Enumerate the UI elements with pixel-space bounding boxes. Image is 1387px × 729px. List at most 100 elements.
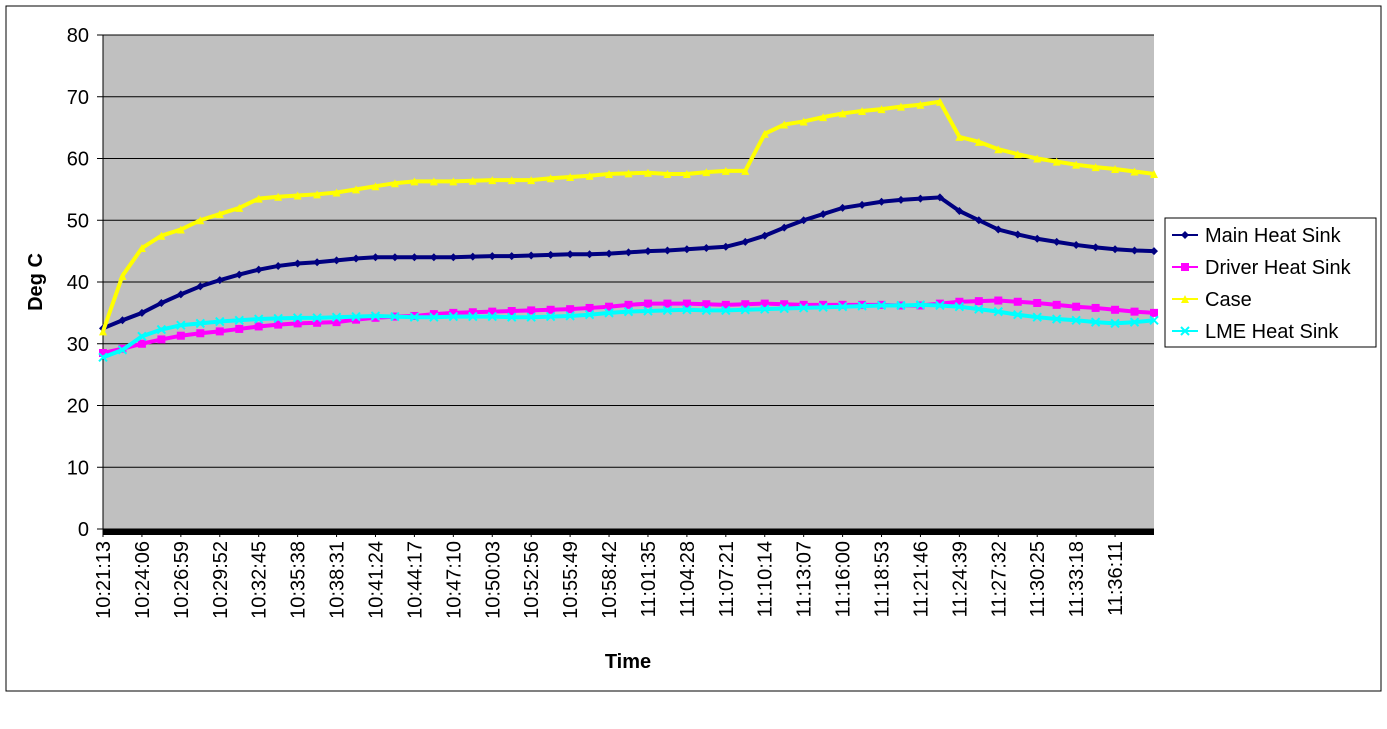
legend-box [1164, 217, 1377, 348]
marker [1149, 315, 1159, 325]
x-tick-label: 11:04:28 [677, 541, 699, 617]
marker [157, 335, 166, 344]
marker [1111, 164, 1120, 173]
marker [235, 324, 244, 333]
marker [546, 250, 555, 259]
marker [215, 316, 225, 327]
marker [507, 252, 516, 261]
marker [935, 97, 944, 106]
marker [877, 105, 886, 114]
marker [313, 190, 322, 199]
marker [566, 305, 575, 314]
y-tick-label: 40 [67, 272, 89, 294]
marker [994, 296, 1003, 305]
marker [332, 318, 341, 327]
y-tick-label: 0 [78, 519, 89, 541]
y-tick-label: 80 [67, 25, 89, 47]
x-tick-label: 10:35:38 [288, 541, 310, 619]
marker [682, 299, 691, 308]
marker [488, 307, 497, 316]
marker [994, 145, 1003, 154]
marker [819, 300, 828, 309]
marker [1072, 240, 1081, 249]
marker [585, 303, 594, 312]
marker [916, 100, 925, 109]
marker [701, 305, 712, 316]
marker [585, 171, 594, 180]
marker [663, 299, 672, 308]
marker [293, 191, 302, 200]
marker [215, 276, 224, 285]
marker [682, 245, 691, 254]
marker [819, 113, 828, 122]
marker [1111, 245, 1120, 254]
marker [1071, 315, 1081, 325]
marker [876, 300, 887, 311]
marker [274, 320, 283, 329]
marker [721, 300, 730, 309]
marker [1013, 230, 1022, 239]
marker [1032, 312, 1042, 322]
marker [955, 132, 964, 141]
marker [721, 242, 730, 251]
x-tick-label: 10:24:06 [132, 541, 154, 619]
marker [721, 305, 731, 316]
marker [468, 176, 477, 185]
x-tick-label: 10:26:59 [171, 541, 193, 619]
marker [313, 318, 322, 327]
marker [254, 194, 263, 203]
marker [215, 210, 224, 219]
marker [877, 197, 886, 206]
marker [584, 310, 595, 320]
marker [780, 300, 789, 309]
legend-label: LME Heat Sink [1205, 321, 1339, 343]
marker [1051, 314, 1062, 324]
marker [546, 174, 555, 183]
marker [682, 169, 691, 178]
marker [253, 314, 264, 324]
legend-marker [1181, 295, 1189, 303]
marker [429, 310, 438, 319]
x-tick-label: 10:47:10 [443, 541, 465, 619]
x-tick-label: 11:30:25 [1027, 541, 1049, 617]
marker [799, 216, 808, 225]
marker [488, 252, 497, 261]
marker [118, 271, 127, 280]
marker [663, 246, 672, 255]
marker [1090, 317, 1101, 327]
marker [195, 318, 206, 329]
marker [955, 297, 964, 306]
legend-label: Driver Heat Sink [1205, 257, 1352, 279]
marker [819, 210, 828, 219]
marker [370, 311, 381, 321]
x-tick-label: 11:13:07 [794, 541, 816, 617]
marker [527, 176, 536, 185]
legend-label: Case [1205, 289, 1252, 311]
x-tick-label: 10:41:24 [365, 541, 387, 619]
marker [954, 301, 965, 312]
marker [605, 169, 614, 178]
marker [196, 216, 205, 225]
marker [643, 168, 652, 177]
marker [643, 306, 653, 316]
marker [137, 331, 147, 342]
marker [293, 259, 302, 268]
x-tick-label: 10:52:56 [521, 541, 543, 619]
marker [799, 300, 808, 309]
marker [488, 176, 497, 185]
marker [624, 169, 633, 178]
marker [760, 231, 769, 240]
marker [566, 173, 575, 182]
marker [896, 300, 906, 311]
marker [1150, 247, 1158, 256]
marker [526, 312, 536, 322]
marker [1130, 307, 1139, 316]
marker [858, 200, 867, 209]
marker [98, 352, 108, 363]
marker [351, 311, 361, 322]
marker [1033, 154, 1042, 163]
series [99, 97, 1158, 336]
y-tick-label: 20 [67, 396, 89, 418]
